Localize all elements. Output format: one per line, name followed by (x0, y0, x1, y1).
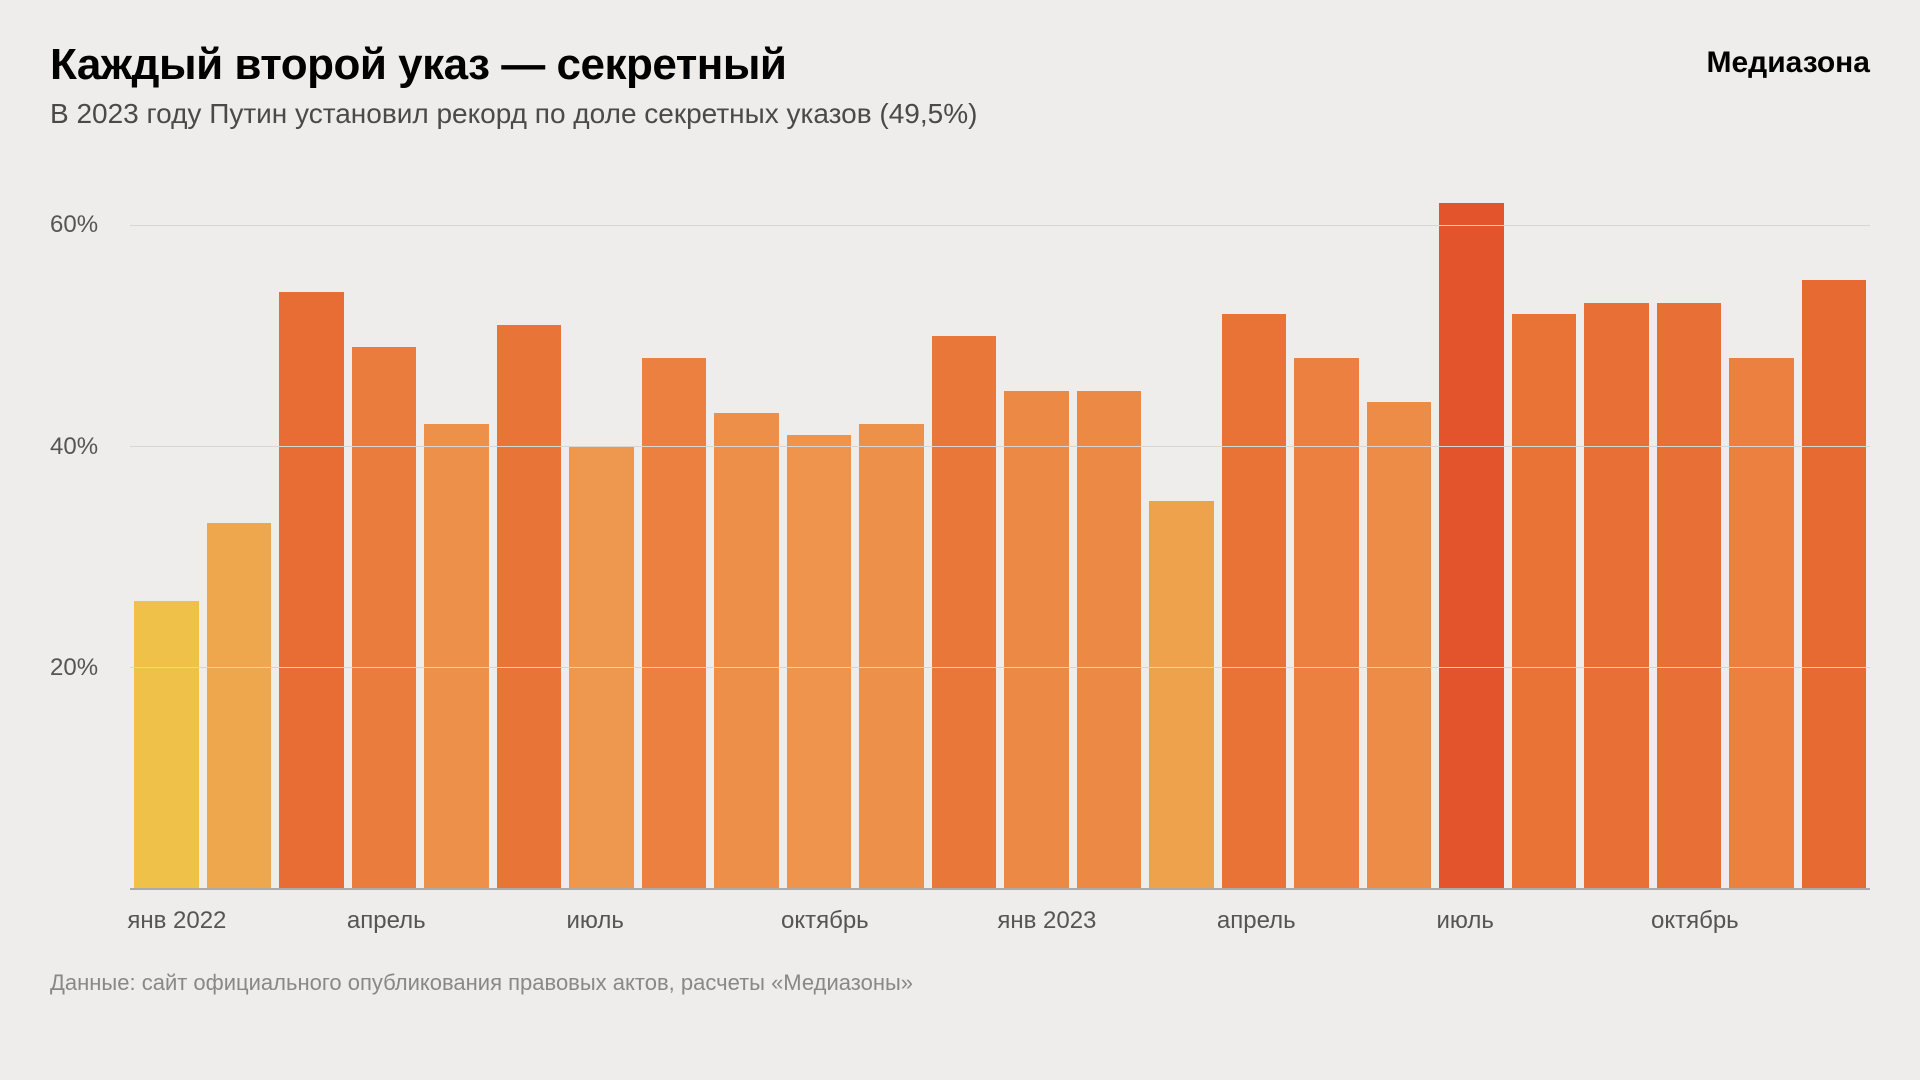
grid-line (130, 225, 1870, 226)
bar (207, 523, 272, 888)
source-footer: Данные: сайт официального опубликования … (50, 970, 1870, 996)
chart-container: Каждый второй указ — секретный Медиазона… (0, 0, 1920, 1080)
bar (1222, 314, 1287, 888)
bars-group (130, 170, 1870, 888)
bar (1512, 314, 1577, 888)
bar (1439, 203, 1504, 888)
bar (1657, 303, 1722, 888)
bar (1294, 358, 1359, 888)
bar (1077, 391, 1142, 888)
x-tick-label: октябрь (1651, 907, 1739, 935)
bar (497, 325, 562, 888)
x-tick-label: янв 2022 (127, 907, 226, 935)
x-tick-label: янв 2023 (997, 907, 1096, 935)
bar (1367, 402, 1432, 888)
plot-area (130, 170, 1870, 890)
chart-area: 20%40%60% янв 2022апрельиюльоктябрьянв 2… (50, 170, 1870, 950)
bar (714, 413, 779, 888)
header: Каждый второй указ — секретный Медиазона (50, 40, 1870, 90)
chart-subtitle: В 2023 году Путин установил рекорд по до… (50, 98, 1870, 130)
y-tick-label: 40% (50, 433, 120, 461)
x-tick-label: апрель (347, 907, 426, 935)
bar (352, 347, 417, 888)
x-axis: янв 2022 апрель июль октябрь янв 2023 апрель и… (130, 895, 1870, 950)
bar (932, 336, 997, 888)
bar (1584, 303, 1649, 888)
y-tick-label: 60% (50, 211, 120, 239)
y-axis: 20% 40% 60% (50, 170, 130, 890)
bar (134, 601, 199, 888)
bar (642, 358, 707, 888)
bar (1802, 280, 1867, 888)
x-tick-label: июль (567, 907, 624, 935)
bar (787, 435, 852, 888)
bar (279, 292, 344, 888)
grid-line (130, 667, 1870, 668)
grid-line (130, 446, 1870, 447)
x-tick-label: октябрь (781, 907, 869, 935)
bar (424, 424, 489, 888)
bar (1004, 391, 1069, 888)
chart-title: Каждый второй указ — секретный (50, 40, 786, 90)
y-tick-label: 20% (50, 654, 120, 682)
x-tick-label: апрель (1217, 907, 1296, 935)
brand-label: Медиазона (1706, 46, 1870, 80)
x-tick-label: июль (1437, 907, 1494, 935)
bar (1729, 358, 1794, 888)
bar (859, 424, 924, 888)
bar (1149, 501, 1214, 888)
